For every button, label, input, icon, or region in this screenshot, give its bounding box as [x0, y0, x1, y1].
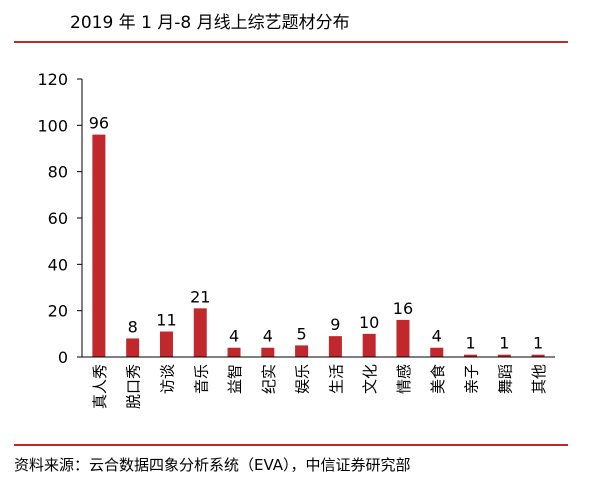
y-tick-label: 80: [48, 163, 68, 182]
category-label: 益智: [226, 364, 244, 394]
category-label: 美食: [429, 364, 447, 394]
bar: [328, 336, 342, 357]
bar: [261, 347, 275, 357]
bar: [531, 354, 545, 357]
data-label: 4: [432, 327, 442, 346]
bar: [396, 319, 410, 357]
bar: [193, 308, 207, 357]
category-label: 娱乐: [294, 364, 312, 394]
data-label: 21: [190, 287, 210, 306]
category-label: 亲子: [463, 364, 481, 394]
data-label: 8: [128, 317, 138, 336]
category-label: 纪实: [260, 364, 278, 394]
data-label: 16: [393, 299, 413, 318]
bar: [497, 354, 511, 357]
data-label: 4: [263, 327, 273, 346]
bar: [362, 333, 376, 357]
bars: [92, 134, 545, 357]
source-note: 资料来源：云合数据四象分析系统（EVA），中信证券研究部: [14, 456, 411, 474]
data-label: 9: [330, 315, 340, 334]
y-tick-label: 40: [48, 255, 68, 274]
bar: [295, 345, 309, 357]
y-tick-label: 60: [48, 209, 68, 228]
data-label: 11: [156, 311, 176, 330]
bar: [430, 347, 444, 357]
category-label: 脱口秀: [125, 364, 143, 409]
x-axis: 真人秀 脱口秀 访谈 音乐 益智 纪实 娱乐 生活 文化 情感 美食 亲子 舞蹈 其他: [82, 356, 555, 409]
data-label: 1: [533, 334, 543, 353]
category-label: 情感: [395, 364, 413, 394]
category-label: 访谈: [158, 364, 176, 394]
category-label: 文化: [361, 364, 379, 394]
category-label: 生活: [327, 364, 345, 394]
y-tick-label: 0: [58, 348, 68, 367]
chart-title: 2019 年 1 月-8 月线上综艺题材分布: [70, 13, 350, 33]
data-label: 5: [297, 324, 307, 343]
category-label: 其他: [530, 364, 548, 394]
data-label: 4: [229, 327, 239, 346]
bar: [464, 354, 478, 357]
top-divider: [14, 41, 568, 43]
y-tick-label: 120: [37, 70, 68, 89]
y-tick-label: 20: [48, 302, 68, 321]
data-label: 1: [499, 334, 509, 353]
data-label: 10: [359, 313, 379, 332]
bottom-divider: [14, 444, 568, 446]
data-label: 1: [465, 334, 475, 353]
bar: [126, 338, 140, 357]
y-tick-label: 100: [37, 116, 68, 135]
category-label: 舞蹈: [496, 364, 514, 394]
bar: [92, 134, 106, 357]
data-label: 96: [89, 114, 109, 133]
category-label: 真人秀: [91, 364, 109, 409]
bar: [159, 331, 173, 357]
y-axis: 0 20 40 60 80 100 120: [37, 70, 83, 367]
bar: [227, 347, 241, 357]
category-label: 音乐: [192, 364, 210, 394]
